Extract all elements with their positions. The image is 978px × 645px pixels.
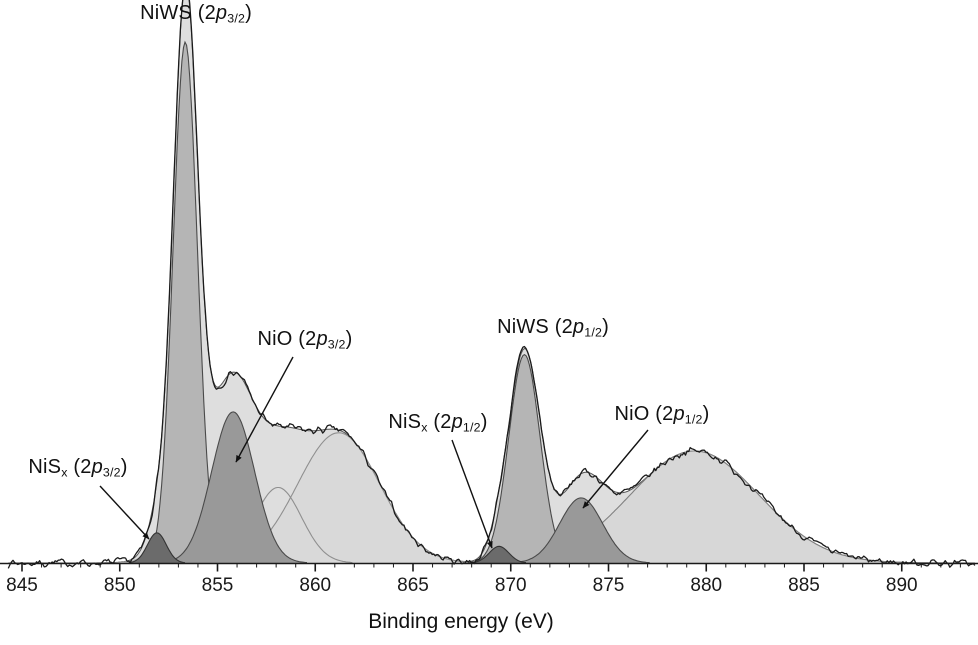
x-tick-label: 870 [495, 575, 527, 596]
label-nio-2p12-arrow [582, 429, 649, 509]
x-tick-label: 890 [886, 575, 918, 596]
peak-line-nio-2p12 [513, 497, 650, 564]
peak-area-nio-2p12 [513, 497, 650, 563]
peak-line-nisx-2p12 [471, 545, 527, 564]
peak-line-nio-2p32 [159, 411, 308, 564]
x-tick-label: 860 [299, 575, 331, 596]
peak-line-nisx-2p32 [128, 532, 186, 564]
x-tick-label: 855 [202, 575, 234, 596]
x-tick-label: 865 [397, 575, 429, 596]
x-tick-label: 885 [788, 575, 820, 596]
peak-area-niws-2p12 [468, 354, 581, 563]
x-axis: 845 850 855 860 865 870 875 880 885 890 [0, 562, 978, 596]
label-nisx-2p32-arrow [99, 485, 150, 540]
peak-area-nisx-2p32 [128, 532, 185, 563]
peak-area-nisx-2p12 [471, 546, 526, 563]
x-tick-label: 875 [593, 575, 625, 596]
peak-area-nio-2p32 [160, 411, 307, 563]
x-tick-label: 880 [690, 575, 722, 596]
x-tick-label: 850 [104, 575, 136, 596]
label-nisx-2p12-arrow [451, 439, 493, 549]
x-axis-title: Binding energy (eV) [368, 610, 554, 633]
fit-envelope-line [8, 0, 975, 564]
peak-area-niws-2p32 [138, 42, 232, 564]
fit-envelope-area [8, 0, 975, 563]
raw-spectrum-line [7, 0, 976, 569]
x-tick-label: 845 [6, 575, 38, 596]
label-nio-2p32-arrow [235, 356, 294, 463]
